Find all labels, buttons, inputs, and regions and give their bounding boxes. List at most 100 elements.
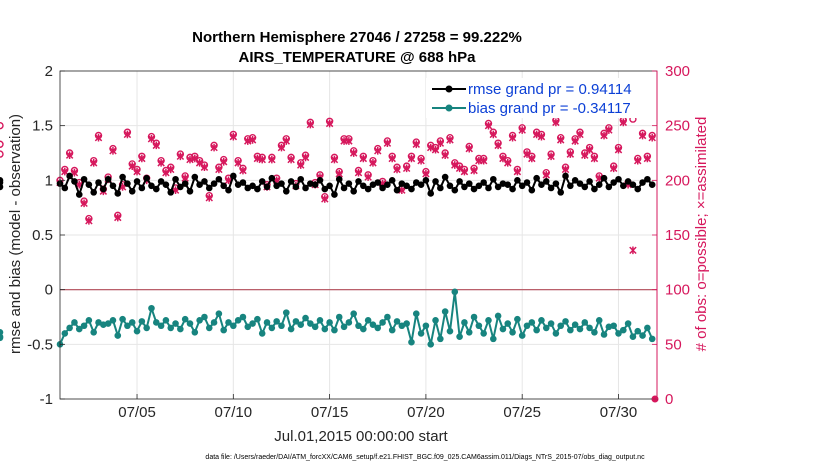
rmse-point	[552, 180, 560, 187]
rmse-point	[220, 182, 227, 190]
obs-assimilated-point	[157, 159, 165, 167]
left-tick-label: 0	[45, 282, 53, 299]
rmse-point	[567, 182, 574, 190]
rmse-point	[494, 183, 502, 191]
rmse-point	[629, 181, 637, 189]
bias-point	[210, 319, 218, 326]
rmse-point	[66, 172, 73, 180]
right-tick-label: 200	[665, 172, 690, 189]
bias-point	[644, 324, 651, 332]
bias-point	[576, 325, 584, 333]
left-tick-label: 2	[45, 63, 53, 80]
bias-point	[528, 319, 536, 326]
rmse-point	[610, 179, 617, 186]
bias-point	[408, 338, 415, 346]
rmse-point	[547, 184, 555, 192]
bias-point	[191, 329, 199, 336]
bias-point	[364, 316, 372, 324]
obs-assimilated-point	[200, 163, 209, 172]
bias-point	[128, 319, 136, 326]
rmse-point	[181, 180, 189, 187]
right-axis-ticks: 0 50 100 150 200 250 300	[652, 63, 690, 408]
bias-point	[422, 322, 430, 330]
rmse-point	[557, 189, 565, 196]
bias-point	[148, 304, 155, 312]
legend-rmse-label: rmse grand pr = 0.94114	[468, 81, 632, 98]
obs-assimilated-point	[162, 168, 170, 177]
legend-bias-label: bias grand pr = -0.34117	[468, 100, 631, 117]
bias-point	[0, 333, 4, 340]
obs-assimilated-point	[528, 154, 536, 163]
rmse-point	[148, 182, 155, 190]
bias-point	[66, 324, 73, 332]
right-tick-label: 300	[665, 63, 690, 80]
bias-point	[557, 322, 565, 330]
bias-point	[494, 312, 502, 320]
bias-point	[331, 326, 338, 334]
obs-assimilated-point	[133, 167, 141, 176]
rmse-point	[461, 183, 468, 191]
bias-point	[451, 288, 459, 296]
obs-assimilated-point	[277, 143, 286, 152]
bias-point	[162, 316, 170, 324]
right-tick-label: 0	[665, 391, 673, 408]
rmse-point	[191, 173, 199, 181]
bias-point	[634, 327, 642, 335]
bias-point	[124, 322, 131, 330]
obs-assimilated-point	[85, 216, 93, 225]
rmse-point	[619, 182, 627, 190]
obs-assimilated-point	[446, 136, 454, 144]
obs-assimilated-series	[57, 119, 656, 255]
obs-assimilated-point	[484, 121, 493, 130]
rmse-series	[0, 172, 656, 198]
bias-point	[114, 332, 122, 339]
rmse-point	[437, 184, 444, 192]
bias-point	[138, 318, 146, 325]
obs-assimilated-point	[80, 199, 88, 208]
bias-point	[167, 324, 175, 332]
obs-assimilated-point	[89, 159, 98, 167]
bias-point	[629, 333, 637, 340]
bias-point	[302, 314, 309, 322]
rmse-point	[258, 178, 266, 185]
bias-point	[239, 313, 247, 321]
rmse-point	[152, 185, 160, 193]
bias-point	[571, 321, 579, 328]
rmse-point	[302, 184, 309, 192]
rmse-point	[321, 185, 329, 193]
obs-assimilated-point	[138, 154, 146, 163]
obs-assimilated-point	[441, 151, 449, 160]
rmse-point	[644, 175, 651, 183]
bias-point	[205, 324, 213, 332]
obs-assimilated-point	[460, 167, 469, 176]
bias-point	[403, 320, 410, 327]
obs-assimilated-point	[234, 159, 242, 167]
obs-assimilated-point	[455, 164, 464, 173]
rmse-point	[393, 186, 401, 194]
rmse-point	[605, 183, 613, 191]
bias-point	[432, 316, 439, 324]
bias-point	[441, 308, 449, 315]
rmse-point	[350, 187, 357, 195]
legend-rmse-marker	[445, 85, 453, 93]
bias-point	[215, 310, 223, 318]
obs-assimilated-point	[504, 159, 512, 167]
rmse-point	[514, 177, 521, 184]
x-tick-label: 07/15	[311, 404, 349, 421]
rmse-point	[475, 182, 483, 190]
bias-point	[586, 324, 593, 332]
rmse-point	[109, 182, 117, 190]
right-tick-label: 250	[665, 118, 690, 135]
bias-point	[181, 315, 189, 323]
rmse-point	[408, 185, 415, 193]
rmse-point	[600, 174, 608, 182]
obs-assimilated-point	[629, 246, 637, 255]
bias-point	[360, 325, 367, 333]
obs-assimilated-point	[205, 193, 213, 202]
bias-point	[321, 325, 329, 333]
rmse-point	[465, 180, 473, 187]
rmse-point	[177, 183, 184, 191]
rmse-point	[576, 180, 584, 187]
rmse-point	[586, 178, 593, 185]
obs-assimilated-point	[229, 132, 238, 141]
